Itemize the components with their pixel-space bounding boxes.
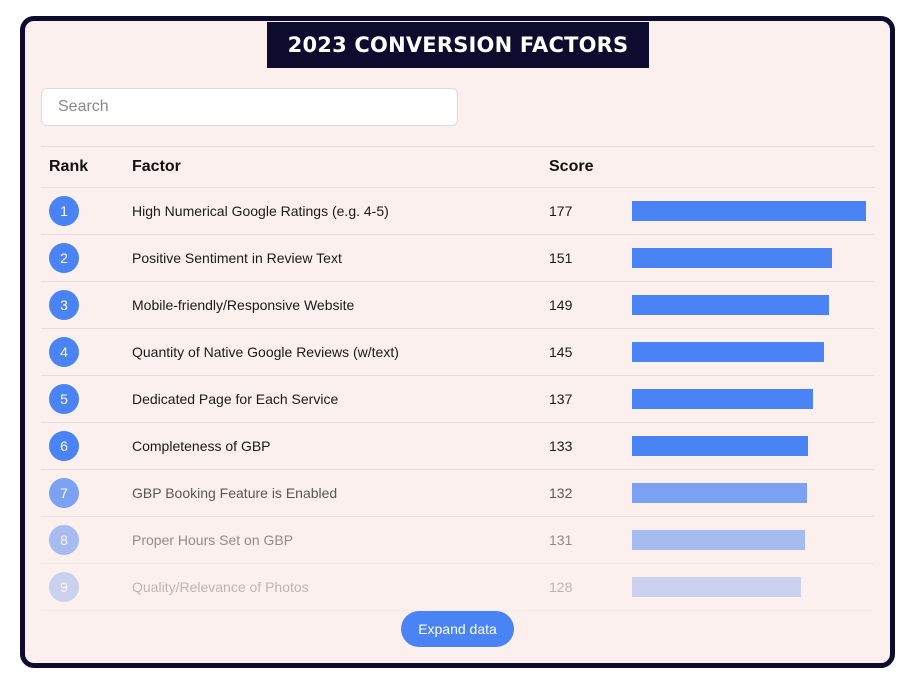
rank-badge: 6 [49, 431, 79, 461]
expand-data-button[interactable]: Expand data [401, 611, 514, 647]
rank-badge: 7 [49, 478, 79, 508]
score-bar [632, 483, 807, 503]
table-row[interactable]: 7 GBP Booking Feature is Enabled 132 [41, 470, 874, 517]
conversion-factors-card: 2023 CONVERSION FACTORS Rank Factor Scor… [20, 16, 895, 668]
score-bar [632, 436, 808, 456]
rank-badge: 5 [49, 384, 79, 414]
factor-label: Mobile-friendly/Responsive Website [132, 297, 355, 313]
score-value: 128 [549, 579, 573, 595]
score-bar [632, 201, 866, 221]
score-value: 177 [549, 203, 573, 219]
table-row[interactable]: 5 Dedicated Page for Each Service 137 [41, 376, 874, 423]
score-bar [632, 248, 832, 268]
score-value: 151 [549, 250, 573, 266]
score-value: 149 [549, 297, 573, 313]
page-title: 2023 CONVERSION FACTORS [267, 22, 649, 68]
factor-label: High Numerical Google Ratings (e.g. 4-5) [132, 203, 389, 219]
table-row[interactable]: 9 Quality/Relevance of Photos 128 [41, 564, 874, 611]
factor-label: Proper Hours Set on GBP [132, 532, 294, 548]
score-bar [632, 389, 813, 409]
factors-table: Rank Factor Score 1 High Numerical Google… [41, 146, 874, 611]
factor-label: GBP Booking Feature is Enabled [132, 485, 338, 501]
factor-column-header[interactable]: Factor [132, 158, 181, 175]
score-value: 145 [549, 344, 573, 360]
score-value: 137 [549, 391, 573, 407]
table-row[interactable]: 3 Mobile-friendly/Responsive Website 149 [41, 282, 874, 329]
score-value: 132 [549, 485, 573, 501]
search-input[interactable] [41, 88, 458, 126]
factor-label: Dedicated Page for Each Service [132, 391, 339, 407]
table-header: Rank Factor Score [41, 146, 874, 188]
factor-label: Completeness of GBP [132, 438, 271, 454]
table-row[interactable]: 4 Quantity of Native Google Reviews (w/te… [41, 329, 874, 376]
table-row[interactable]: 8 Proper Hours Set on GBP 131 [41, 517, 874, 564]
factor-label: Positive Sentiment in Review Text [132, 250, 342, 266]
rank-column-header[interactable]: Rank [49, 158, 89, 175]
rank-badge: 4 [49, 337, 79, 367]
score-bar [632, 577, 801, 597]
score-column-header[interactable]: Score [549, 158, 594, 175]
score-bar [632, 530, 805, 550]
table-row[interactable]: 2 Positive Sentiment in Review Text 151 [41, 235, 874, 282]
table-row[interactable]: 6 Completeness of GBP 133 [41, 423, 874, 470]
table-body: 1 High Numerical Google Ratings (e.g. 4-5… [41, 188, 874, 611]
score-value: 133 [549, 438, 573, 454]
score-bar [632, 295, 829, 315]
rank-badge: 2 [49, 243, 79, 273]
rank-badge: 1 [49, 196, 79, 226]
table-row[interactable]: 1 High Numerical Google Ratings (e.g. 4-5… [41, 188, 874, 235]
factor-label: Quality/Relevance of Photos [132, 579, 309, 595]
rank-badge: 8 [49, 525, 79, 555]
rank-badge: 3 [49, 290, 79, 320]
score-bar [632, 342, 824, 362]
score-value: 131 [549, 532, 573, 548]
rank-badge: 9 [49, 572, 79, 602]
factor-label: Quantity of Native Google Reviews (w/tex… [132, 344, 399, 360]
